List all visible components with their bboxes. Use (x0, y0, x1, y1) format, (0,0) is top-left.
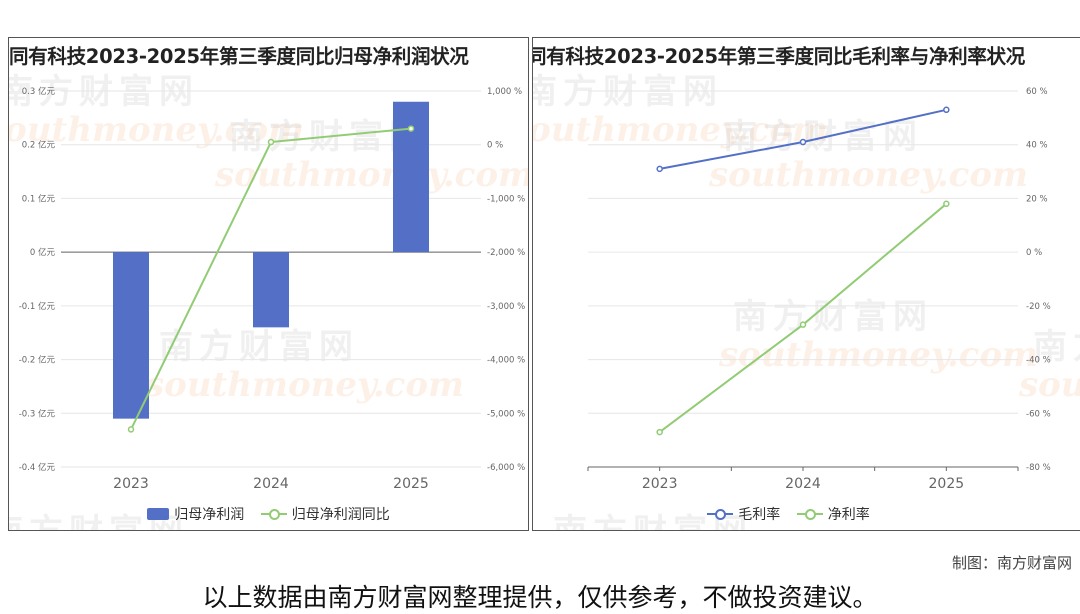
watermark-text: 南方财富网 (733, 297, 933, 337)
watermark-text: 南方财富网 (533, 72, 723, 112)
legend: 毛利率 净利率 (533, 504, 1062, 524)
y-tick-label: 0.3 亿元 (22, 86, 56, 97)
watermark-text: southmoney.com (1018, 365, 1080, 405)
chart-credit: 制图：南方财富网 (951, 554, 1072, 572)
y-tick-label: 0.2 亿元 (22, 140, 56, 151)
point-net-profit-yoy (407, 125, 415, 132)
y2-tick-label: -4,000 % (487, 356, 525, 366)
x-tick-label: 2023 (642, 476, 678, 492)
watermark-text: southmoney.com (718, 335, 1038, 375)
legend-label: 归母净利润 (174, 507, 245, 523)
point-gross-margin (799, 138, 807, 146)
y2-tick-label: -5,000 % (487, 409, 525, 419)
point-net-margin (799, 321, 807, 328)
point-net-profit-yoy (127, 426, 135, 433)
bar-net-profit (113, 252, 149, 419)
chart-panel-net-profit: 南方财富网 southmoney.com 南方财富网 southmoney.com 南方… (8, 37, 529, 531)
y2-tick-label: -3,000 % (487, 302, 525, 312)
watermark-text: southmoney.com (708, 155, 1028, 195)
point-net-profit-yoy (267, 138, 275, 146)
y2-tick-label: -6,000 % (487, 463, 525, 473)
bar-net-profit (253, 252, 289, 328)
y-tick-label: 0 % (1026, 248, 1042, 258)
chart-panel-margins: 南方财富网 southmoney.com 南方财富网 southmoney.com 南方… (532, 37, 1080, 531)
net-profit-chart: 南方财富网southmoney.com南方财富网southmoney.com南方… (9, 72, 529, 531)
watermark-text: 南方财富网 (159, 327, 359, 367)
y-tick-label: -40 % (1026, 356, 1051, 366)
line-swatch-icon (260, 508, 287, 520)
x-tick-label: 2023 (113, 476, 149, 492)
y-tick-label: 40 % (1026, 141, 1048, 151)
legend-label: 归母净利润同比 (291, 507, 390, 523)
y-tick-label: 0.1 亿元 (22, 193, 56, 204)
watermark-text: 南方财富网 (9, 512, 189, 531)
point-net-margin (656, 428, 663, 436)
watermark-text: southmoney.com (533, 110, 828, 150)
y-tick-label: -0.1 亿元 (19, 301, 56, 312)
line-swatch-icon (707, 508, 734, 520)
watermark-text: 南方财富网 (1033, 327, 1080, 367)
y-tick-label: -0.4 亿元 (19, 462, 56, 473)
bar-net-profit (393, 101, 429, 253)
legend: 归母净利润 归母净利润同比 (9, 504, 528, 524)
legend-label: 净利率 (827, 507, 870, 523)
watermark-text: southmoney.com (214, 155, 529, 195)
x-tick-label: 2025 (393, 476, 429, 492)
watermark-text: southmoney.com (9, 110, 304, 150)
y2-tick-label: 0 % (487, 141, 503, 151)
watermark-text: 南方财富网 (9, 72, 199, 112)
y-tick-label: 60 % (1026, 87, 1048, 97)
y2-tick-label: -1,000 % (487, 194, 525, 204)
point-gross-margin (656, 165, 663, 173)
y-tick-label: -80 % (1026, 463, 1051, 473)
y-tick-label: 0 亿元 (30, 247, 56, 258)
watermark-text: 南方财富网 (553, 512, 753, 531)
x-tick-label: 2025 (929, 476, 965, 492)
x-tick-label: 2024 (785, 476, 821, 492)
x-tick-label: 2024 (253, 476, 289, 492)
legend-label: 毛利率 (738, 507, 781, 523)
y2-tick-label: -2,000 % (487, 248, 525, 258)
legend-item-gross-margin[interactable]: 毛利率 (707, 504, 780, 524)
bar-swatch-icon (147, 508, 170, 520)
y-tick-label: -0.3 亿元 (19, 408, 56, 419)
disclaimer-footnote: 以上数据由南方财富网整理提供，仅供参考，不做投资建议。 (202, 583, 878, 612)
chart-title: 同有科技2023-2025年第三季度同比毛利率与净利率状况 (532, 45, 1025, 68)
margins-chart: 南方财富网southmoney.com南方财富网southmoney.com南方… (533, 72, 1080, 531)
legend-item-net-margin[interactable]: 净利率 (796, 504, 870, 524)
point-gross-margin (943, 106, 950, 114)
y-tick-label: -0.2 亿元 (19, 355, 56, 366)
chart-title: 同有科技2023-2025年第三季度同比归母净利润状况 (9, 45, 469, 68)
watermark-text: southmoney.com (144, 365, 464, 405)
line-swatch-icon (796, 508, 823, 520)
y-tick-label: 20 % (1026, 194, 1048, 204)
legend-item-net-profit-yoy[interactable]: 归母净利润同比 (260, 504, 390, 524)
y-tick-label: -60 % (1026, 409, 1051, 419)
legend-item-net-profit[interactable]: 归母净利润 (147, 504, 244, 524)
point-net-margin (943, 200, 950, 208)
y-tick-label: -20 % (1026, 302, 1051, 312)
y2-tick-label: 1,000 % (487, 87, 522, 97)
